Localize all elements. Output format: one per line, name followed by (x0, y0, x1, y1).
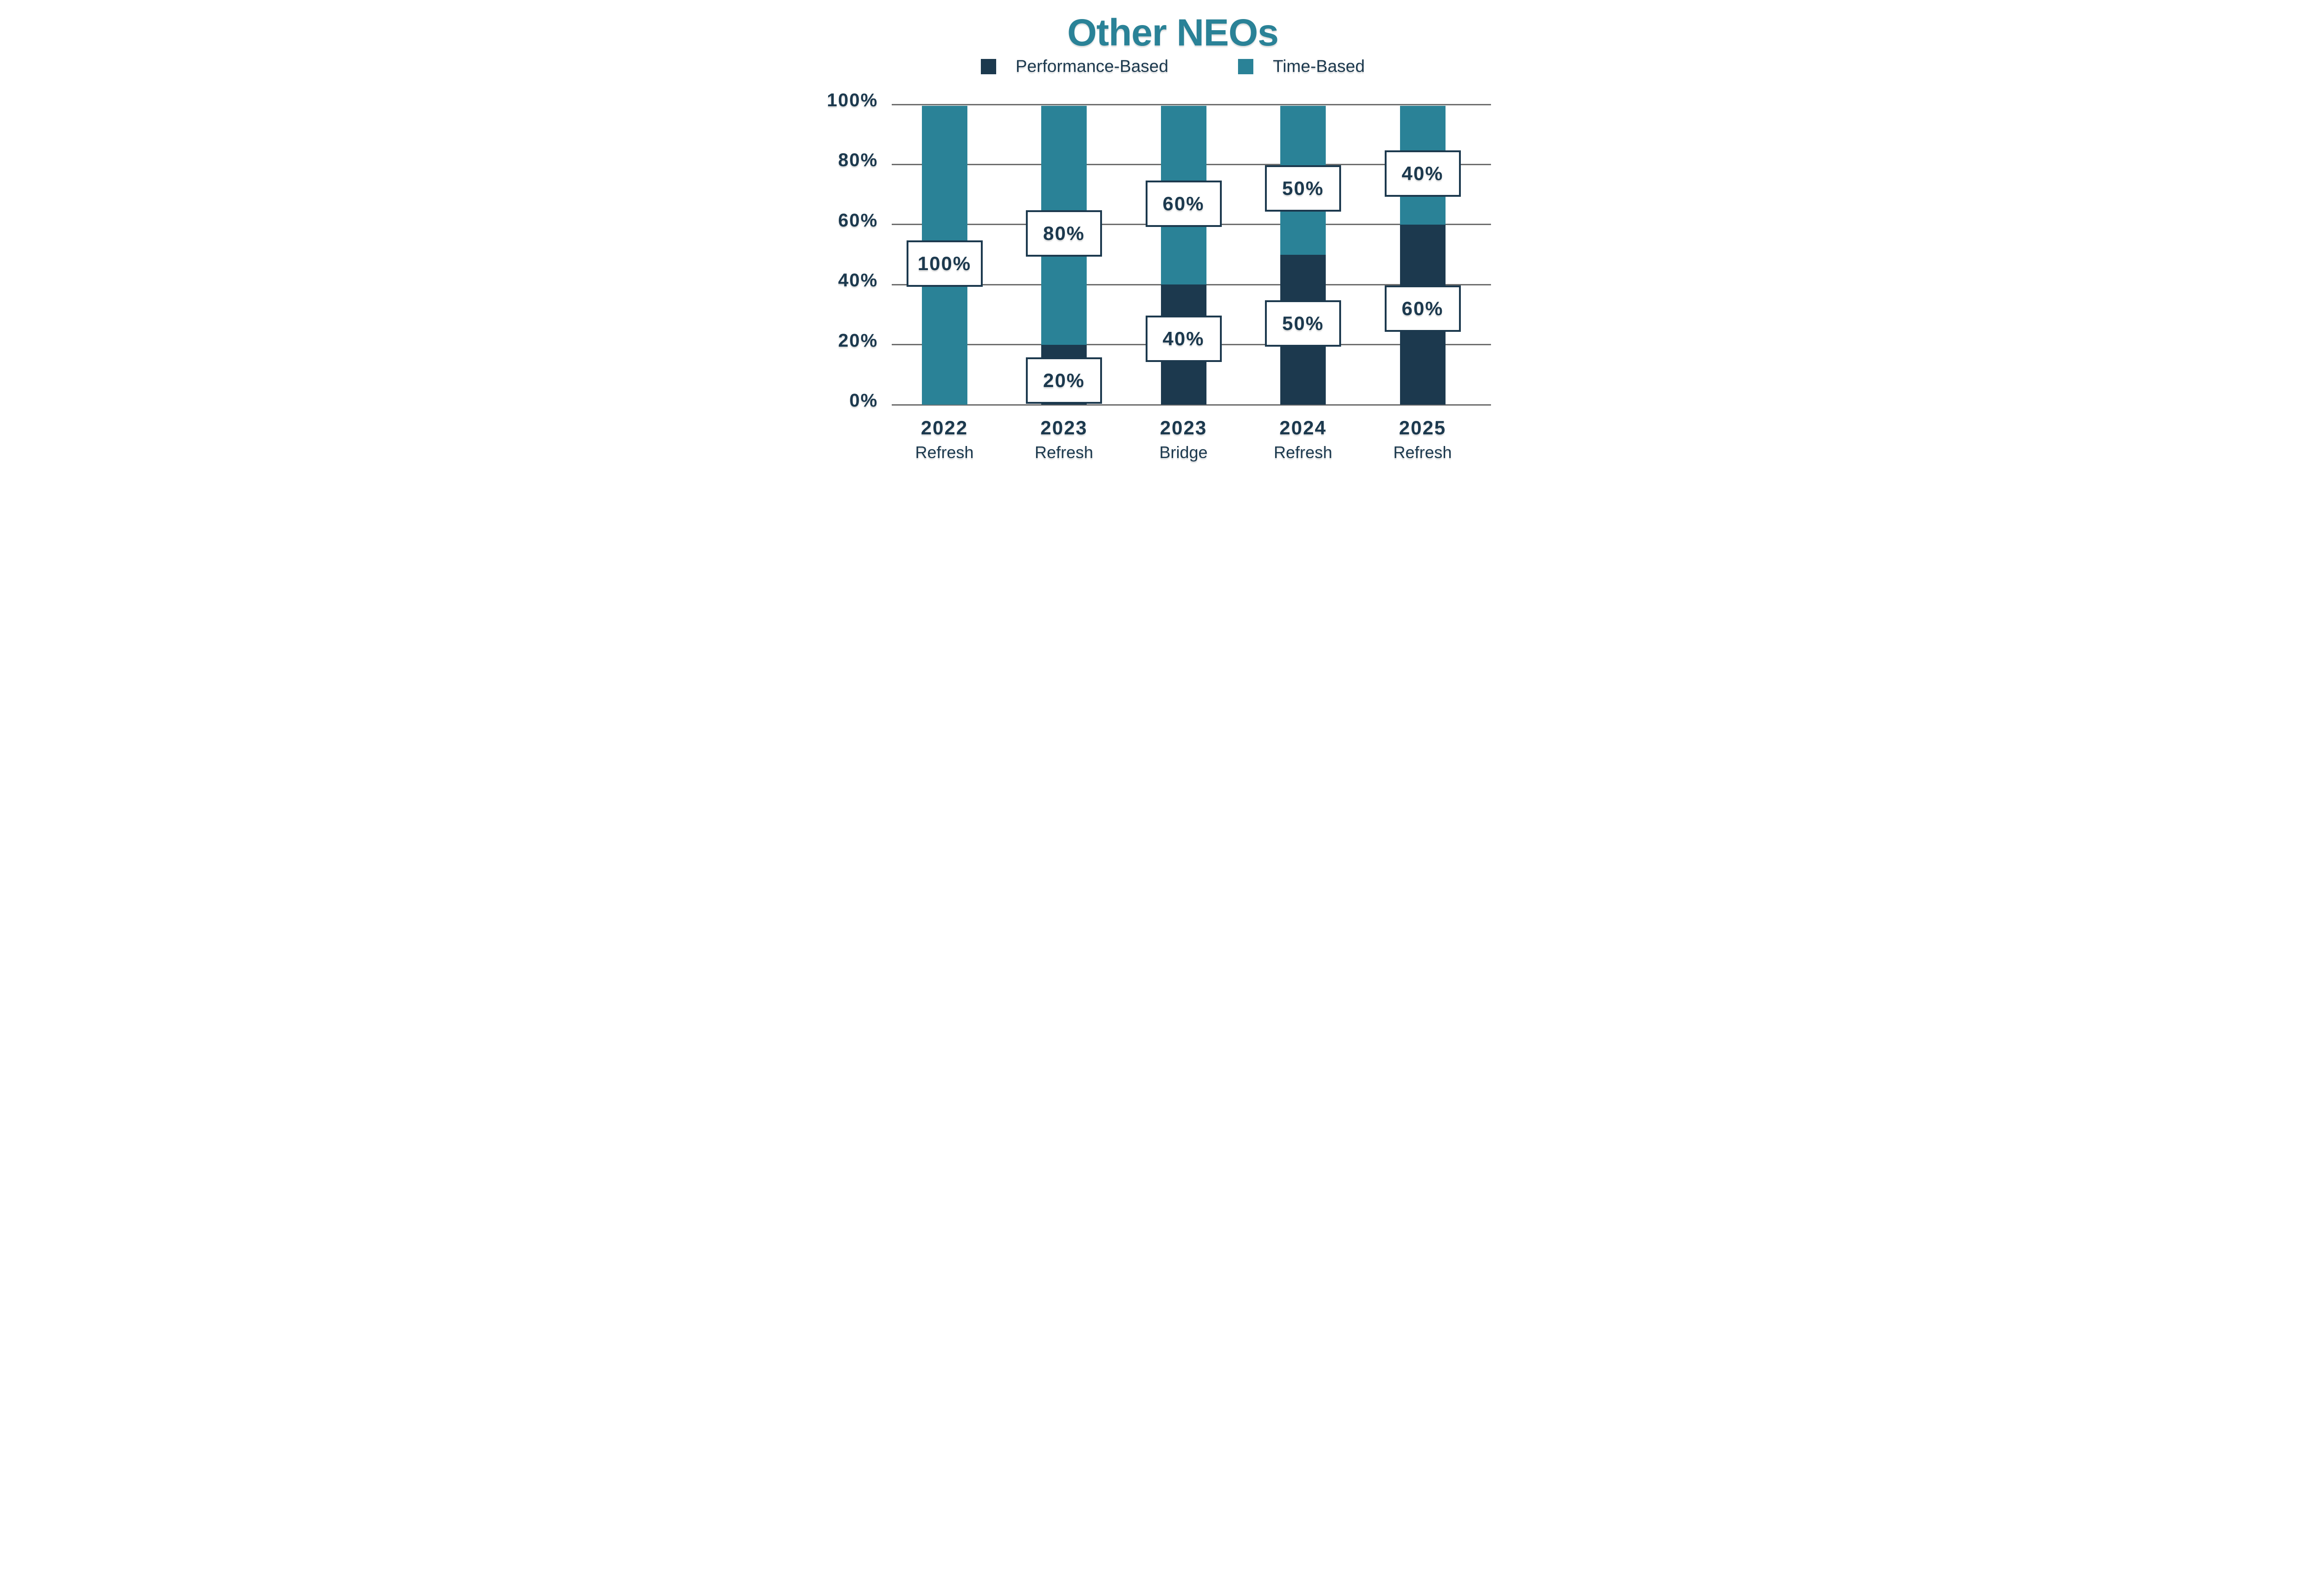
x-axis-grant-type: Refresh (1273, 443, 1333, 462)
data-label-box: 60% (1145, 180, 1222, 227)
chart-title: Other NEOs (1067, 12, 1279, 54)
x-axis-label: 2025 Refresh (1369, 417, 1476, 462)
x-axis-grant-type: Refresh (915, 443, 974, 462)
data-label-value: 40% (1401, 162, 1444, 184)
data-label-value: 100% (917, 252, 972, 274)
data-label-box: 100% (906, 240, 983, 287)
legend-swatch-time-based-icon (1238, 58, 1253, 74)
data-label-value: 20% (1043, 369, 1085, 392)
data-label-box: 60% (1384, 285, 1461, 332)
gridline (891, 404, 1491, 406)
data-label-box: 40% (1145, 315, 1222, 362)
legend-item-performance-based: Performance-Based (980, 57, 1168, 76)
gridline (891, 103, 1491, 105)
data-label-value: 60% (1401, 297, 1444, 319)
y-axis-label: 20% (838, 330, 878, 351)
x-axis-year: 2024 (1279, 417, 1327, 439)
x-axis-label: 2024 Refresh (1250, 417, 1356, 462)
data-label-value: 50% (1282, 312, 1324, 335)
legend-label-performance-based: Performance-Based (1015, 57, 1168, 76)
y-axis-label: 60% (838, 210, 878, 231)
x-axis-year: 2022 (921, 417, 968, 439)
data-label-value: 50% (1282, 177, 1324, 200)
x-axis-year: 2025 (1399, 417, 1446, 439)
x-axis-year: 2023 (1160, 417, 1207, 439)
x-axis-label: 2022 Refresh (891, 417, 998, 462)
x-axis-grant-type: Refresh (1393, 443, 1452, 462)
data-label-box: 50% (1265, 165, 1341, 212)
data-label-value: 80% (1043, 222, 1085, 245)
chart-canvas: Other NEOs Performance-Based Time-Based … (801, 0, 1520, 494)
legend-swatch-performance-based-icon (980, 58, 996, 74)
x-axis-label: 2023 Refresh (1011, 417, 1117, 462)
x-axis-year: 2023 (1040, 417, 1088, 439)
legend-label-time-based: Time-Based (1272, 57, 1365, 76)
x-axis-label: 2023 Bridge (1130, 417, 1237, 462)
y-axis-label: 100% (827, 90, 878, 110)
y-axis-label: 40% (838, 270, 878, 291)
y-axis-label: 0% (849, 390, 878, 411)
data-label-box: 80% (1026, 210, 1102, 257)
y-axis-label: 80% (838, 150, 878, 171)
data-label-box: 40% (1384, 150, 1461, 197)
x-axis-grant-type: Bridge (1159, 443, 1208, 462)
data-label-box: 20% (1026, 357, 1102, 404)
plot-area: 100% 80% 20% 60% 40% 50% 50% 40% 60% (891, 103, 1491, 406)
data-label-value: 60% (1162, 192, 1205, 214)
legend: Performance-Based Time-Based (862, 57, 1484, 76)
legend-item-time-based: Time-Based (1238, 57, 1365, 76)
data-label-box: 50% (1265, 300, 1341, 347)
data-label-value: 40% (1162, 327, 1205, 349)
x-axis-grant-type: Refresh (1034, 443, 1094, 462)
